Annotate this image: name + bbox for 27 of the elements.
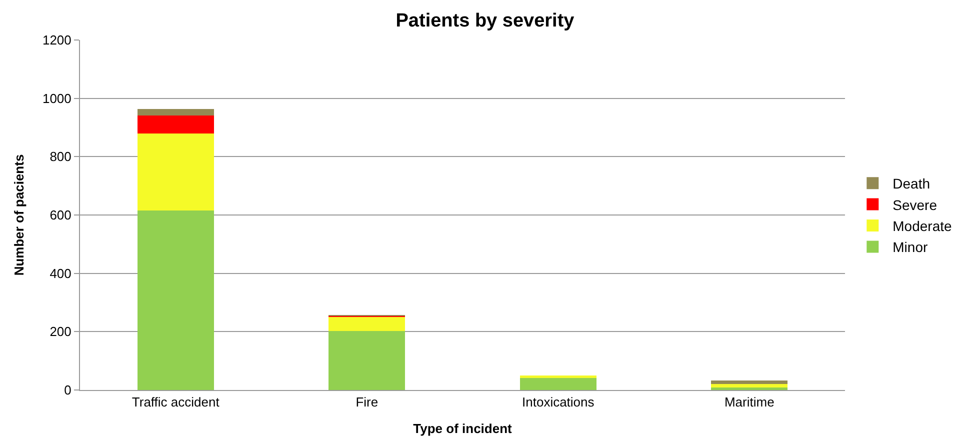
y-tick-label: 400 [50,266,72,281]
bar [137,210,214,390]
chart-title: Patients by severity [396,10,575,32]
x-tick-label: Maritime [724,394,774,410]
bar [328,330,406,390]
bar [328,316,406,331]
bar [137,108,214,116]
y-tick-label: 1000 [42,90,72,106]
bar [137,134,214,211]
y-tick-label: 0 [64,382,72,398]
x-axis-title: Type of incident [413,421,513,436]
legend-label: Moderate [892,218,952,234]
bar [711,384,788,388]
y-tick-label: 200 [50,324,72,340]
x-tick-label: Traffic accident [132,394,220,410]
legend-label: Minor [892,239,928,256]
y-tick-label: 800 [50,149,72,164]
y-tick-label: 1200 [42,32,72,48]
x-tick-label: Intoxications [522,394,595,410]
legend-label: Death [892,176,930,192]
bar [137,116,214,134]
bar [520,377,596,390]
y-axis-title: Number of pacients [11,154,26,276]
y-tick-label: 600 [50,208,72,223]
legend-label: Severe [892,196,938,213]
bar [711,380,788,384]
x-tick-label: Fire [356,394,378,410]
